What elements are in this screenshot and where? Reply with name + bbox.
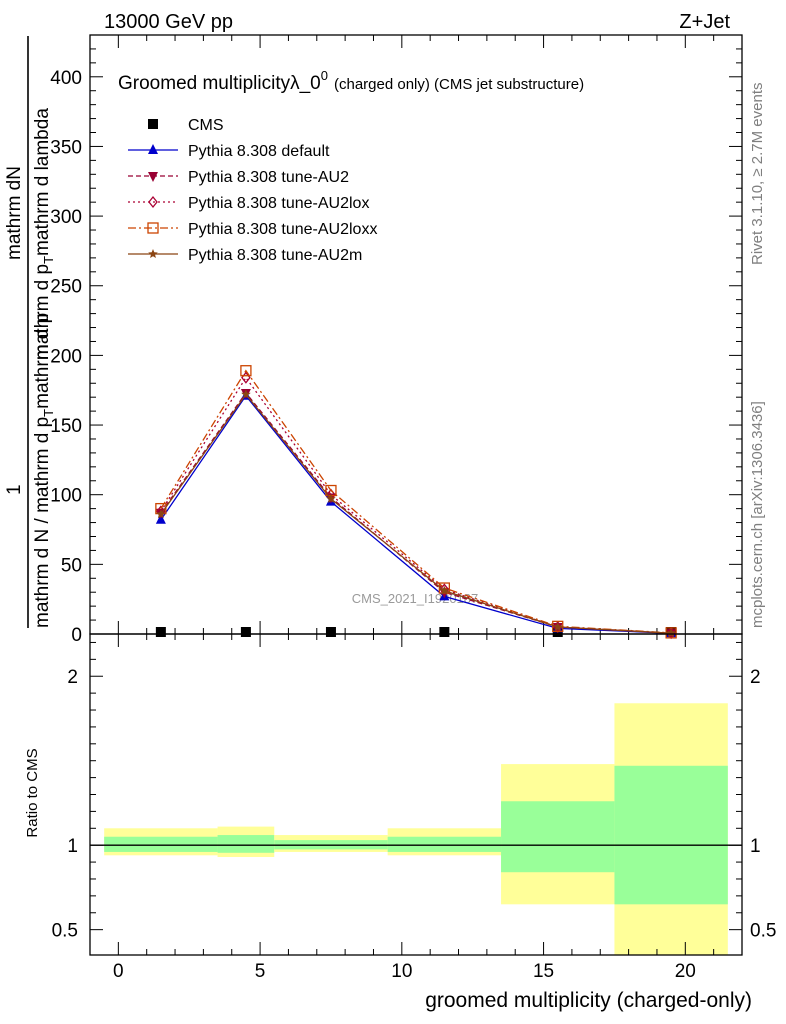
- legend-marker: [148, 144, 158, 154]
- upper-panel: Groomed multiplicityλ_00(charged only) (…: [50, 34, 743, 646]
- legend-label: Pythia 8.308 tune-AU2m: [188, 247, 362, 264]
- y-label-denominator: mathrm d pTmathrm d lambda: [32, 108, 56, 360]
- series-line: [160, 394, 672, 634]
- data-point: [156, 509, 166, 519]
- x-tick-label: 10: [391, 961, 412, 982]
- plot-title-small: (charged only) (CMS jet substructure): [334, 76, 584, 93]
- y-axis-label-top: mathrm dN mathrm d pTmathrm d lambda 1 m…: [4, 36, 56, 628]
- header-right: Z+Jet: [679, 11, 730, 33]
- legend-label: Pythia 8.308 tune-AU2: [188, 169, 349, 186]
- y-tick-label: 50: [61, 555, 82, 576]
- legend-marker: [147, 222, 159, 234]
- ratio-y-tick-label: 2: [67, 667, 78, 688]
- data-point: [241, 389, 251, 399]
- plot-title: Groomed multiplicityλ_00 (charged only) (…: [118, 68, 584, 94]
- mcplots-label: mcplots.cern.ch [arXiv:1306.3436]: [749, 401, 766, 628]
- ratio-y-label: Ratio to CMS: [24, 748, 41, 837]
- legend: CMS Pythia 8.308 default Pythia 8.308 tune…: [128, 117, 377, 264]
- y-tick-label: 150: [50, 416, 82, 437]
- ratio-green-band: [104, 836, 218, 852]
- data-point: [326, 493, 336, 503]
- data-point: [439, 583, 450, 596]
- legend-label: Pythia 8.308 tune-AU2loxx: [188, 221, 377, 238]
- x-tick-label: 15: [533, 961, 554, 982]
- ratio-green-band: [387, 836, 502, 852]
- data-point: [552, 620, 564, 632]
- data-point: [553, 622, 563, 632]
- y-tick-label: 100: [50, 486, 82, 507]
- x-tick-label: 0: [113, 961, 124, 982]
- x-axis-label: groomed multiplicity (charged-only): [425, 989, 752, 1012]
- ratio-green-band: [217, 835, 275, 853]
- rivet-label: Rivet 3.1.10, ≥ 2.7M events: [749, 83, 766, 266]
- y-label-left-denominator-suffix: mathrm d p: [32, 313, 53, 409]
- ratio-y-tick-label-right: 0.5: [750, 921, 776, 942]
- legend-marker: [148, 249, 158, 258]
- y-tick-label: 400: [50, 68, 82, 89]
- y-tick-label: 250: [50, 277, 82, 298]
- y-tick-label: 200: [50, 346, 82, 367]
- legend-marker: [148, 172, 158, 182]
- legend-marker: [148, 119, 158, 129]
- ratio-panel: 0 5 10 15 20 0.5 0.5 1 1 2 2: [52, 633, 776, 982]
- legend-label: CMS: [188, 117, 224, 134]
- ratio-y-tick-label-right: 1: [750, 836, 761, 857]
- series-line: [160, 393, 672, 634]
- ratio-green-band: [614, 765, 728, 905]
- ratio-y-tick-label: 1: [67, 836, 78, 857]
- data-point: [666, 628, 676, 638]
- y-label-denominator-suffix: mathrm d lambda: [32, 108, 53, 256]
- x-tick-label: 5: [255, 961, 266, 982]
- ratio-green-band: [501, 801, 615, 873]
- data-point: [240, 627, 251, 637]
- ratio-y-tick-label: 0.5: [52, 921, 78, 942]
- watermark: CMS_2021_I1920187: [352, 591, 479, 606]
- y-label-left-denominator-prefix: mathrm d N / mathrm d p: [32, 417, 53, 628]
- header-left: 13000 GeV pp: [104, 11, 233, 33]
- legend-marker: [148, 195, 158, 209]
- data-point: [439, 585, 450, 595]
- x-tick-label: 20: [675, 961, 696, 982]
- y-label-numerator: mathrm dN: [4, 166, 25, 260]
- y-label-left-factor: 1: [4, 484, 25, 495]
- y-tick-label: 0: [71, 625, 82, 646]
- ratio-y-tick-label-right: 2: [750, 667, 761, 688]
- data-point: [325, 627, 336, 637]
- y-tick-label: 350: [50, 137, 82, 158]
- y-label-denominator-prefix: mathrm d p: [32, 264, 53, 360]
- data-point: [155, 627, 166, 637]
- y-label-left-denominator-sub: T: [41, 409, 56, 417]
- plot-title-main: Groomed multiplicityλ_0: [118, 73, 321, 94]
- legend-label: Pythia 8.308 default: [188, 143, 330, 160]
- series-line: [160, 376, 672, 634]
- y-label-left-denominator: mathrm d N / mathrm d pTmathrm d p: [32, 313, 56, 628]
- y-tick-label: 300: [50, 207, 82, 228]
- legend-label: Pythia 8.308 tune-AU2lox: [188, 195, 369, 212]
- plot-title-sup: 0: [321, 68, 328, 83]
- data-point: [439, 627, 450, 637]
- y-label-denominator-sub: T: [41, 256, 56, 264]
- data-point: [240, 365, 252, 377]
